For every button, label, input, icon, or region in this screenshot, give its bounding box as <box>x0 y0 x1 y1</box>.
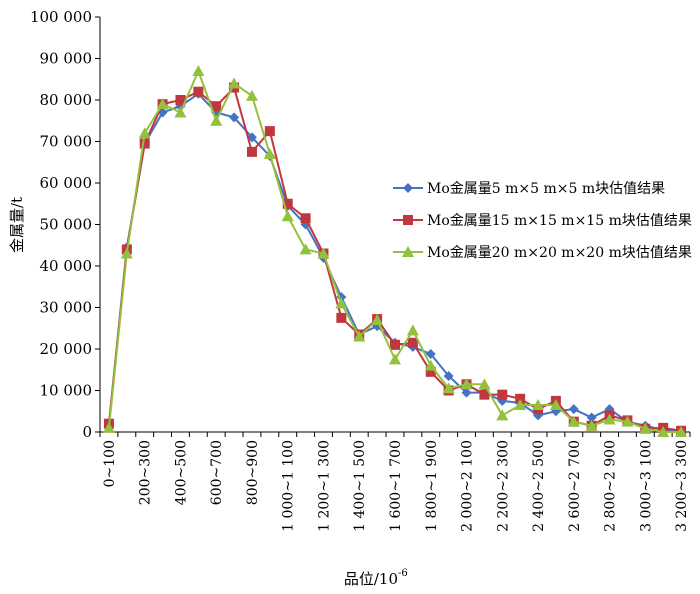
data-point-diamond <box>568 404 579 415</box>
data-point-triangle <box>120 247 133 259</box>
data-point-triangle <box>353 330 366 342</box>
x-tick-label: 3 200~3 300 <box>674 440 690 532</box>
legend-label: Mo金属量20 m×20 m×20 m块估值结果 <box>427 245 692 261</box>
legend-label: Mo金属量5 m×5 m×5 m块估值结果 <box>427 181 665 197</box>
data-point-square <box>479 389 490 400</box>
series-diamond <box>103 88 687 436</box>
data-point-triangle <box>174 106 187 118</box>
data-point-square <box>211 101 222 112</box>
data-point-triangle <box>621 415 634 427</box>
data-point-triangle <box>585 419 598 431</box>
x-tick-label: 2 000~2 100 <box>460 440 476 532</box>
data-point-triangle <box>424 359 437 371</box>
data-point-square <box>403 215 413 225</box>
data-point-triangle <box>532 399 545 411</box>
series-triangle <box>102 64 688 437</box>
x-tick-label: 1 000~1 100 <box>281 440 297 532</box>
y-tick-label: 70 000 <box>40 133 93 151</box>
x-axis-title-superscript: -6 <box>398 568 408 579</box>
legend: Mo金属量5 m×5 m×5 m块估值结果 Mo金属量15 m×15 m×15 m… <box>393 181 692 261</box>
data-point-triangle <box>549 399 562 411</box>
x-axis-title: 品位/10 <box>344 570 398 588</box>
data-point-triangle <box>514 399 527 411</box>
series-group <box>102 64 688 437</box>
x-tick-label: 400~500 <box>173 440 189 505</box>
data-point-triangle <box>299 243 312 255</box>
data-point-square <box>425 366 436 377</box>
x-tick-label: 0~100 <box>102 440 118 487</box>
data-point-square <box>300 213 311 224</box>
x-tick-label: 600~700 <box>209 440 225 505</box>
data-point-triangle <box>102 421 115 433</box>
data-point-square <box>175 95 186 105</box>
x-tick-labels: 0~100 200~300 400~500 600~700 800~900 1 000~1… <box>99 432 691 532</box>
y-tick-label: 90 000 <box>40 50 93 68</box>
data-point-diamond <box>461 387 472 398</box>
x-tick-label: 2 600~2 700 <box>567 440 583 532</box>
data-point-triangle <box>335 297 348 309</box>
x-tick-label: 2 400~2 500 <box>531 440 547 532</box>
data-point-triangle <box>192 64 205 76</box>
data-point-triangle <box>639 422 652 434</box>
data-point-triangle <box>406 324 419 336</box>
data-point-square <box>515 393 526 404</box>
data-point-triangle <box>657 426 670 437</box>
data-point-square <box>246 146 257 157</box>
data-point-triangle <box>245 89 258 101</box>
x-tick-label: 1 200~1 300 <box>316 440 332 532</box>
data-point-triangle <box>210 114 223 126</box>
data-point-triangle <box>156 98 169 110</box>
data-point-triangle <box>228 77 241 89</box>
y-tick-label: 20 000 <box>40 340 93 358</box>
data-point-square <box>336 312 347 323</box>
data-point-square <box>390 339 400 350</box>
data-point-square <box>282 198 293 209</box>
data-point-triangle <box>263 147 276 159</box>
data-point-diamond <box>403 183 413 193</box>
data-point-triangle <box>478 378 491 390</box>
data-point-triangle <box>317 247 330 259</box>
data-point-triangle <box>603 413 616 425</box>
x-tick-label: 3 000~3 100 <box>638 440 654 532</box>
data-point-triangle <box>402 246 414 257</box>
data-point-triangle <box>460 378 473 390</box>
data-point-triangle <box>389 353 401 365</box>
y-tick-label: 10 000 <box>40 382 93 400</box>
data-point-triangle <box>281 210 294 222</box>
y-tick-labels: 0 10 000 20 000 30 000 40 000 50 000 60 000 70 … <box>30 8 100 441</box>
y-axis-title: 金属量/t <box>8 197 26 253</box>
data-point-diamond <box>443 370 454 381</box>
data-point-square <box>139 138 150 149</box>
data-point-square <box>497 389 508 400</box>
data-point-triangle <box>496 409 509 421</box>
series-line <box>107 92 682 432</box>
data-point-triangle <box>138 127 151 139</box>
x-tick-label: 1 600~1 700 <box>388 440 404 532</box>
y-tick-label: 40 000 <box>40 257 93 275</box>
data-point-diamond <box>229 112 240 123</box>
x-tick-label: 2 800~2 900 <box>603 440 619 532</box>
data-point-triangle <box>675 426 688 437</box>
data-point-square <box>193 86 204 97</box>
data-point-square <box>407 337 418 348</box>
data-point-triangle <box>371 313 384 325</box>
y-tick-label: 30 000 <box>40 299 93 317</box>
data-point-triangle <box>567 415 580 427</box>
x-tick-label: 1 400~1 500 <box>352 440 368 532</box>
legend-label: Mo金属量15 m×15 m×15 m块估值结果 <box>427 213 692 229</box>
data-point-square <box>264 126 275 137</box>
y-tick-label: 100 000 <box>30 8 92 26</box>
data-point-diamond <box>586 412 597 423</box>
x-tick-label: 800~900 <box>245 440 261 505</box>
x-tick-label: 1 800~1 900 <box>424 440 440 532</box>
y-tick-label: 50 000 <box>40 216 93 234</box>
x-tick-label: 2 200~2 300 <box>495 440 511 532</box>
y-tick-label: 0 <box>82 423 92 441</box>
data-point-triangle <box>442 382 455 394</box>
data-point-diamond <box>425 348 436 359</box>
y-tick-label: 80 000 <box>40 91 93 109</box>
y-tick-label: 60 000 <box>40 174 93 192</box>
x-tick-label: 200~300 <box>138 440 154 505</box>
